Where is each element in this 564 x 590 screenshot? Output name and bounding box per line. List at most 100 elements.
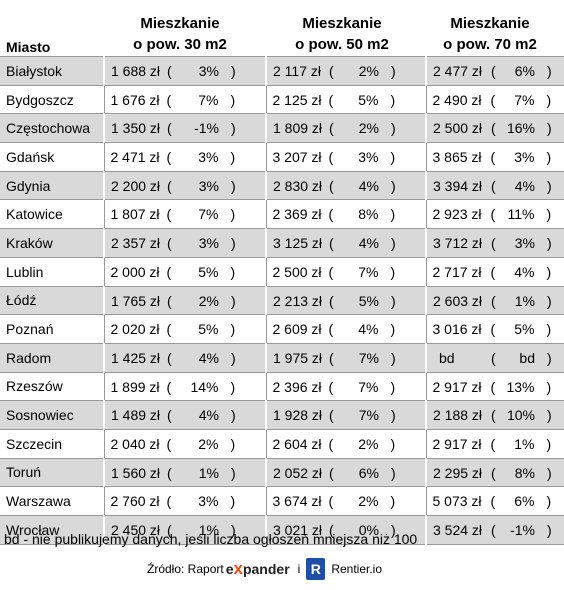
price-amount: 2 500 zł bbox=[272, 263, 322, 280]
city-cell: Lublin bbox=[0, 256, 104, 287]
price-change: 3% bbox=[514, 235, 535, 252]
close-paren: ) bbox=[391, 63, 396, 79]
price-change: 4% bbox=[514, 263, 535, 280]
table-row: Warszawa 2 760 zł(3%) 3 674 zł(2%) 5 073 zł… bbox=[0, 486, 564, 516]
price-cell: 2 357 zł (3%) bbox=[103, 228, 266, 258]
table-body: Białystok 1 688 zł(3%) 2 117 zł(2%) 2 477 z… bbox=[0, 56, 564, 545]
close-paren: ) bbox=[546, 263, 552, 280]
close-paren: ) bbox=[231, 120, 236, 137]
city-cell: Warszawa bbox=[0, 486, 104, 516]
price-change: 3% bbox=[198, 149, 219, 166]
price-change: 3% bbox=[198, 493, 219, 510]
close-paren: ) bbox=[391, 522, 396, 538]
price-amount: 2 052 zł bbox=[273, 464, 323, 481]
close-paren: ) bbox=[547, 349, 552, 366]
open-paren: ( bbox=[166, 263, 172, 280]
price-amount: 1 688 zł bbox=[111, 63, 161, 79]
close-paren: ) bbox=[547, 235, 552, 252]
price-change: 4% bbox=[198, 349, 219, 366]
open-paren: ( bbox=[167, 292, 172, 309]
price-cell: 1 489 zł (4%) bbox=[103, 400, 266, 430]
open-paren: ( bbox=[329, 177, 334, 194]
open-paren: ( bbox=[167, 63, 172, 79]
price-amount: 2 917 zł bbox=[432, 435, 482, 452]
source-label: Źródło: Raport bbox=[147, 562, 224, 576]
open-paren: ( bbox=[490, 206, 496, 223]
close-paren: ) bbox=[390, 493, 396, 510]
rent-prices-table: Białystok 1 688 zł(3%) 2 117 zł(2%) 2 477 z… bbox=[0, 56, 564, 545]
close-paren: ) bbox=[390, 435, 396, 452]
price-amount: 2 917 zł bbox=[432, 378, 482, 395]
table-row: Sosnowiec 1 489 zł(4%) 1 928 zł(7%) 2 188 z… bbox=[0, 400, 564, 430]
price-change: 8% bbox=[358, 206, 379, 223]
open-paren: ( bbox=[329, 292, 334, 309]
price-cell: bd (bd) bbox=[425, 342, 564, 373]
close-paren: ) bbox=[230, 263, 236, 280]
price-cell: 1 350 zł (-1%) bbox=[103, 113, 266, 144]
table-row: Poznań 2 020 zł (5%) 2 609 zł (4%) 3 016 zł (5… bbox=[0, 314, 564, 344]
close-paren: ) bbox=[391, 177, 396, 194]
close-paren: ) bbox=[230, 149, 236, 166]
price-amount: 2 295 zł bbox=[433, 464, 483, 481]
open-paren: ( bbox=[491, 120, 496, 137]
open-paren: ( bbox=[167, 464, 172, 481]
price-amount: 2 369 zł bbox=[272, 206, 322, 223]
city-cell: Częstochowa bbox=[0, 113, 104, 144]
price-cell: 2 040 zł (2%) bbox=[103, 428, 266, 459]
price-change: 1% bbox=[514, 292, 535, 309]
close-paren: ) bbox=[230, 321, 236, 338]
price-cell: 2 450 zł (1%) bbox=[103, 515, 266, 545]
price-amount: 1 809 zł bbox=[273, 120, 323, 137]
close-paren: ) bbox=[546, 321, 552, 338]
price-cell: 2 295 zł (8%) bbox=[425, 457, 564, 488]
price-amount: 2 188 zł bbox=[433, 407, 483, 424]
open-paren: ( bbox=[167, 349, 172, 366]
open-paren: ( bbox=[166, 321, 172, 338]
close-paren: ) bbox=[546, 149, 552, 166]
price-amount: 2 396 zł bbox=[272, 378, 322, 395]
price-change: 7% bbox=[358, 263, 379, 280]
table-row: Szczecin 2 040 zł(2%) 2 604 zł(2%) 2 917 zł… bbox=[0, 428, 564, 459]
price-change: 13% bbox=[506, 378, 535, 395]
price-cell: 3 674 zł (2%) bbox=[265, 486, 426, 516]
close-paren: ) bbox=[547, 63, 552, 79]
open-paren: ( bbox=[329, 464, 334, 481]
city-cell: Szczecin bbox=[0, 428, 104, 459]
price-change: -1% bbox=[194, 120, 219, 137]
price-amount: 2 603 zł bbox=[433, 292, 483, 309]
price-amount: 2 020 zł bbox=[110, 321, 160, 338]
price-change: 5% bbox=[514, 321, 535, 338]
close-paren: ) bbox=[391, 235, 396, 252]
price-change: 11% bbox=[507, 206, 535, 223]
price-change: 5% bbox=[198, 263, 219, 280]
open-paren: ( bbox=[328, 378, 334, 395]
open-paren: ( bbox=[491, 464, 496, 481]
price-cell: 3 712 zł (3%) bbox=[425, 228, 564, 258]
close-paren: ) bbox=[390, 91, 396, 108]
city-cell: Wrocław bbox=[0, 515, 104, 545]
price-change: 7% bbox=[358, 407, 379, 424]
price-change: 1% bbox=[198, 464, 219, 481]
price-amount: 2 604 zł bbox=[272, 435, 322, 452]
price-cell: 2 020 zł (5%) bbox=[103, 314, 266, 344]
city-cell: Gdynia bbox=[0, 170, 104, 201]
price-cell: 2 604 zł (2%) bbox=[265, 428, 426, 459]
price-cell: 1 765 zł (2%) bbox=[103, 285, 266, 316]
close-paren: ) bbox=[231, 407, 236, 424]
open-paren: ( bbox=[328, 263, 334, 280]
price-cell: 2 213 zł (5%) bbox=[265, 285, 426, 316]
column-header-50m2-line1: Mieszkanie bbox=[302, 15, 382, 32]
price-cell: 2 500 zł (7%) bbox=[265, 256, 426, 287]
close-paren: ) bbox=[231, 464, 236, 481]
price-change: 5% bbox=[358, 292, 379, 309]
table-row: Łódź 1 765 zł (2%) 2 213 zł (5%) 2 603 zł (1%) bbox=[0, 285, 564, 316]
open-paren: ( bbox=[328, 149, 334, 166]
open-paren: ( bbox=[491, 177, 496, 194]
open-paren: ( bbox=[490, 91, 496, 108]
city-cell: Rzeszów bbox=[0, 371, 104, 402]
price-change: 6% bbox=[514, 493, 535, 510]
rentier-name: Rentier.io bbox=[331, 562, 383, 576]
table-row: Toruń 1 560 zł (1%) 2 052 zł (6%) 2 295 zł (8%… bbox=[0, 457, 564, 488]
close-paren: ) bbox=[547, 407, 552, 424]
table-row: Białystok 1 688 zł(3%) 2 117 zł(2%) 2 477 z… bbox=[0, 56, 564, 86]
